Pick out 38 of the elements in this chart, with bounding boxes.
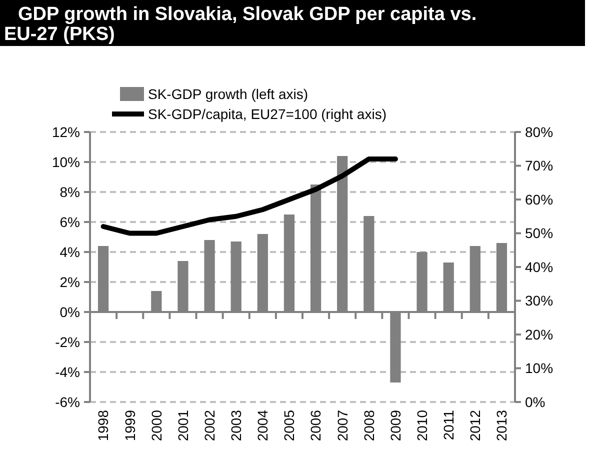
x-tick-label: 2012 <box>467 410 484 442</box>
legend-label: SK-GDP growth (left axis) <box>148 86 308 102</box>
y2-tick-label: 0% <box>525 394 546 410</box>
x-tick-label: 2011 <box>440 410 456 440</box>
y-tick-label: -4% <box>55 364 80 380</box>
x-tick-label: 1999 <box>122 410 138 442</box>
x-tick-label: 1998 <box>95 410 112 442</box>
y-tick-label: 10% <box>52 154 80 170</box>
y2-tick-label: 80% <box>525 124 554 140</box>
y2-tick-label: 60% <box>525 191 554 208</box>
y2-tick-label: 30% <box>525 292 554 309</box>
y2-tick-label: 20% <box>525 326 554 342</box>
y-tick-label: 4% <box>60 244 80 260</box>
x-tick-label: 2013 <box>494 410 510 442</box>
x-tick-label: 2009 <box>387 410 404 442</box>
legend-label: SK-GDP/capita, EU27=100 (right axis) <box>148 106 386 122</box>
y2-tick-label: 50% <box>525 225 554 242</box>
chart-title: GDP growth in Slovakia, Slovak GDP per capita vs. EU-27 (PKS) <box>4 4 477 45</box>
x-tick-label: 2010 <box>414 410 430 442</box>
y2-tick-label: 10% <box>525 360 554 376</box>
x-tick-label: 2006 <box>308 410 324 442</box>
y-tick-label: 0% <box>60 304 80 320</box>
x-tick-label: 2007 <box>334 410 350 442</box>
y-tick-label: -6% <box>55 394 80 410</box>
x-tick-label: 2003 <box>228 410 244 442</box>
x-tick-label: 2004 <box>254 410 271 442</box>
y-tick-label: 8% <box>60 184 80 200</box>
x-tick-label: 2005 <box>281 410 298 442</box>
y-tick-label: 2% <box>60 274 80 290</box>
y-tick-label: 6% <box>60 214 80 230</box>
y-tick-label: -2% <box>55 334 80 350</box>
x-tick-label: 2002 <box>201 410 218 442</box>
y2-tick-label: 70% <box>525 158 554 174</box>
y-tick-label: 12% <box>52 124 80 140</box>
x-tick-label: 2001 <box>174 410 191 442</box>
y2-tick-label: 40% <box>525 258 554 275</box>
x-tick-label: 2000 <box>148 410 164 442</box>
x-tick-label: 2008 <box>360 410 377 442</box>
